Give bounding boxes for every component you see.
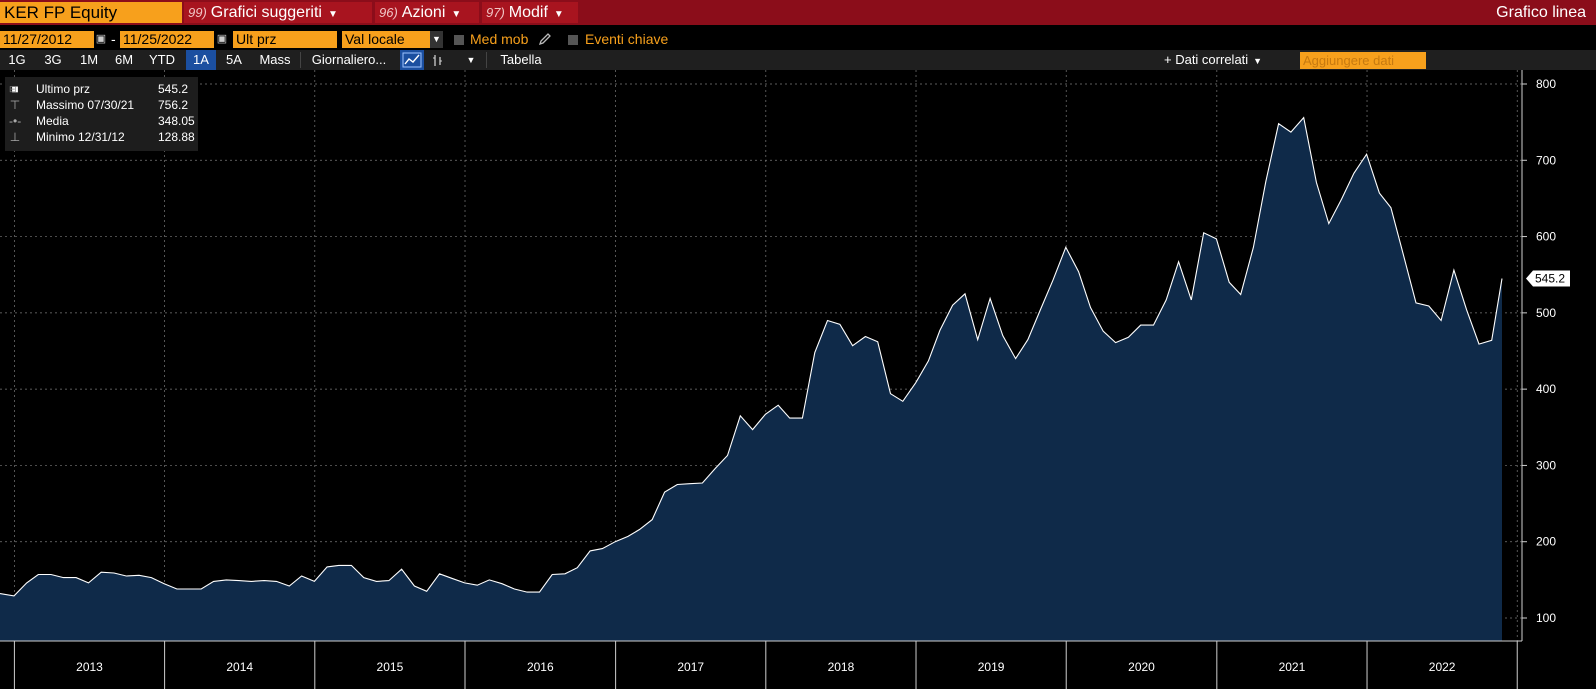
menu-number: 99) — [188, 5, 207, 20]
collapse-icon[interactable]: ⊟ — [9, 84, 17, 94]
y-tick-label: 100 — [1536, 611, 1556, 625]
x-tick-label: 2020 — [1128, 660, 1155, 674]
pencil-icon[interactable] — [538, 32, 552, 46]
period-button-3g[interactable]: 3G — [44, 52, 62, 67]
legend-label: Massimo 07/30/21 — [36, 98, 135, 112]
date-range-dash: - — [111, 31, 116, 47]
y-tick-label: 600 — [1536, 230, 1556, 244]
key-events-label: Eventi chiave — [585, 31, 669, 47]
low-marker-icon: ⊥ — [9, 130, 21, 144]
chevron-down-icon: ▼ — [327, 9, 338, 20]
average-marker-icon: -•- — [9, 114, 22, 128]
chevron-down-icon[interactable]: ▼ — [430, 31, 443, 48]
toolbar-divider — [486, 52, 487, 68]
period-button-1a[interactable]: 1A — [186, 50, 216, 70]
bar-chart-icon[interactable] — [428, 50, 448, 70]
period-button-1g[interactable]: 1G — [8, 52, 26, 67]
legend-label: Media — [36, 114, 69, 128]
legend-value: 545.2 — [158, 82, 189, 96]
chevron-down-icon: ▼ — [1253, 56, 1263, 66]
x-tick-label: 2017 — [677, 660, 704, 674]
x-tick-label: 2014 — [226, 660, 253, 674]
moving-average-label: Med mob — [470, 31, 529, 47]
y-tick-label: 400 — [1536, 382, 1556, 396]
legend-value: 756.2 — [158, 98, 189, 112]
menu-actions[interactable]: 96) Azioni ▼ — [375, 2, 479, 23]
legend-label: Ultimo prz — [36, 82, 91, 96]
currency-select[interactable]: Val locale — [342, 31, 430, 48]
related-data-label: + Dati correlati — [1164, 52, 1249, 67]
start-date-field[interactable]: 11/27/2012 — [0, 31, 94, 48]
legend-swatch-icon: ■ — [11, 82, 19, 96]
last-price-label: 545.2 — [1526, 270, 1570, 287]
chart-legend: ■ ⊟ Ultimo prz 545.2 ⊤ Massimo 07/30/21 … — [5, 77, 198, 151]
calendar-icon[interactable]: ▣ — [95, 33, 107, 45]
price-field-select[interactable]: Ult prz — [233, 31, 337, 48]
moving-average-checkbox[interactable] — [454, 35, 464, 45]
y-tick-label: 500 — [1536, 306, 1556, 320]
x-tick-label: 2018 — [828, 660, 855, 674]
price-area — [0, 117, 1502, 642]
y-tick-label: 300 — [1536, 458, 1556, 472]
table-button[interactable]: Tabella — [500, 52, 542, 67]
menu-number: 97) — [486, 5, 505, 20]
header-bar: KER FP Equity 99) Grafici suggeriti ▼ 96) A… — [0, 0, 1596, 25]
last-price-value: 545.2 — [1535, 272, 1565, 286]
x-axis: 2013 2014 2015 2016 2017 2018 2019 2020 2021 2022 — [0, 640, 1522, 689]
calendar-icon[interactable]: ▣ — [216, 33, 228, 45]
related-data-button[interactable]: + Dati correlati ▼ — [1164, 50, 1284, 70]
chart-type-title: Grafico linea — [1496, 4, 1586, 21]
y-tick-label: 700 — [1536, 153, 1556, 167]
price-line — [0, 116, 1503, 597]
last-price-tag — [1526, 270, 1570, 287]
chevron-down-icon: ▼ — [451, 9, 462, 20]
add-data-input[interactable]: Aggiungere dati — [1300, 52, 1426, 69]
menu-number: 96) — [379, 5, 398, 20]
x-tick-label: 2019 — [978, 660, 1005, 674]
frequency-select[interactable]: Giornaliero... — [311, 52, 387, 67]
y-tick-label: 200 — [1536, 535, 1556, 549]
y-axis: 100 200 300 400 500 600 700 800 — [1521, 70, 1556, 641]
params-bar: 11/27/2012 ▣ - 11/25/2022 ▣ Ult prz Val … — [0, 29, 1596, 49]
x-tick-label: 2021 — [1279, 660, 1306, 674]
menu-edit[interactable]: 97) Modif ▼ — [482, 2, 578, 23]
menu-label: Grafici suggeriti — [210, 4, 322, 21]
high-marker-icon: ⊤ — [9, 98, 21, 112]
menu-suggested-charts[interactable]: 99) Grafici suggeriti ▼ — [184, 2, 372, 23]
period-toolbar: 1G 3G 1M 6M YTD 1A 5A Mass Giornaliero..… — [0, 50, 1596, 70]
y-tick-label: 800 — [1536, 77, 1556, 91]
legend-label: Minimo 12/31/12 — [36, 130, 125, 144]
legend-value: 348.05 — [158, 114, 195, 128]
legend-last-price: ■ ⊟ Ultimo prz 545.2 — [5, 81, 198, 97]
legend-average: -•- Media 348.05 — [5, 113, 198, 129]
period-button-1m[interactable]: 1M — [79, 52, 99, 67]
toolbar-divider — [300, 52, 301, 68]
legend-high: ⊤ Massimo 07/30/21 756.2 — [5, 97, 198, 113]
x-tick-label: 2015 — [377, 660, 404, 674]
period-button-max[interactable]: Mass — [259, 52, 291, 67]
x-tick-label: 2013 — [76, 660, 103, 674]
line-chart-icon[interactable] — [400, 50, 424, 70]
chevron-down-icon[interactable]: ▼ — [466, 55, 476, 65]
legend-low: ⊥ Minimo 12/31/12 128.88 — [5, 129, 198, 145]
menu-label: Azioni — [401, 4, 446, 21]
x-tick-label: 2016 — [527, 660, 554, 674]
period-button-6m[interactable]: 6M — [114, 52, 134, 67]
ticker-field[interactable]: KER FP Equity — [0, 2, 182, 23]
legend-value: 128.88 — [158, 130, 195, 144]
period-button-5a[interactable]: 5A — [226, 52, 242, 67]
key-events-checkbox[interactable] — [568, 35, 578, 45]
period-button-ytd[interactable]: YTD — [149, 52, 175, 67]
menu-label: Modif — [508, 4, 548, 21]
chevron-down-icon: ▼ — [553, 9, 564, 20]
end-date-field[interactable]: 11/25/2022 — [120, 31, 214, 48]
x-tick-label: 2022 — [1429, 660, 1456, 674]
